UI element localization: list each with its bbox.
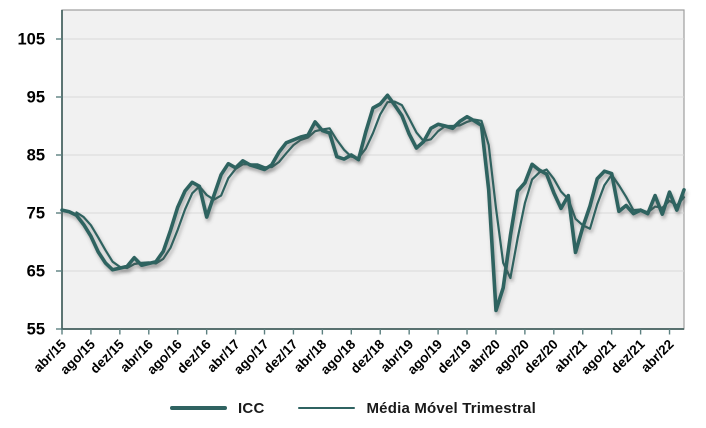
legend-item-ma: Média Móvel Trimestral <box>298 399 536 417</box>
icc-line-swatch <box>170 406 228 410</box>
chart-legend: ICC Média Móvel Trimestral <box>0 392 706 424</box>
icc-line <box>60 93 686 313</box>
y-axis-label: 85 <box>27 147 45 165</box>
y-axis-label: 55 <box>27 321 45 339</box>
x-axis-label: dez/16 <box>174 336 214 376</box>
icc-legend-label: ICC <box>238 399 265 417</box>
x-axis-label: abr/22 <box>638 337 677 376</box>
ma-legend-label: Média Móvel Trimestral <box>366 399 536 417</box>
legend-item-icc: ICC <box>170 400 264 417</box>
x-axis-label: dez/15 <box>87 336 127 376</box>
ma-line-swatch <box>298 406 356 410</box>
x-axis-label: dez/18 <box>348 336 388 376</box>
y-axis-label: 95 <box>27 89 45 107</box>
x-axis-label: dez/21 <box>608 336 648 376</box>
y-axis-label: 65 <box>27 263 45 281</box>
y-axis-label: 105 <box>17 31 45 49</box>
plot-area <box>61 9 685 330</box>
y-axis-label: 75 <box>27 205 45 223</box>
